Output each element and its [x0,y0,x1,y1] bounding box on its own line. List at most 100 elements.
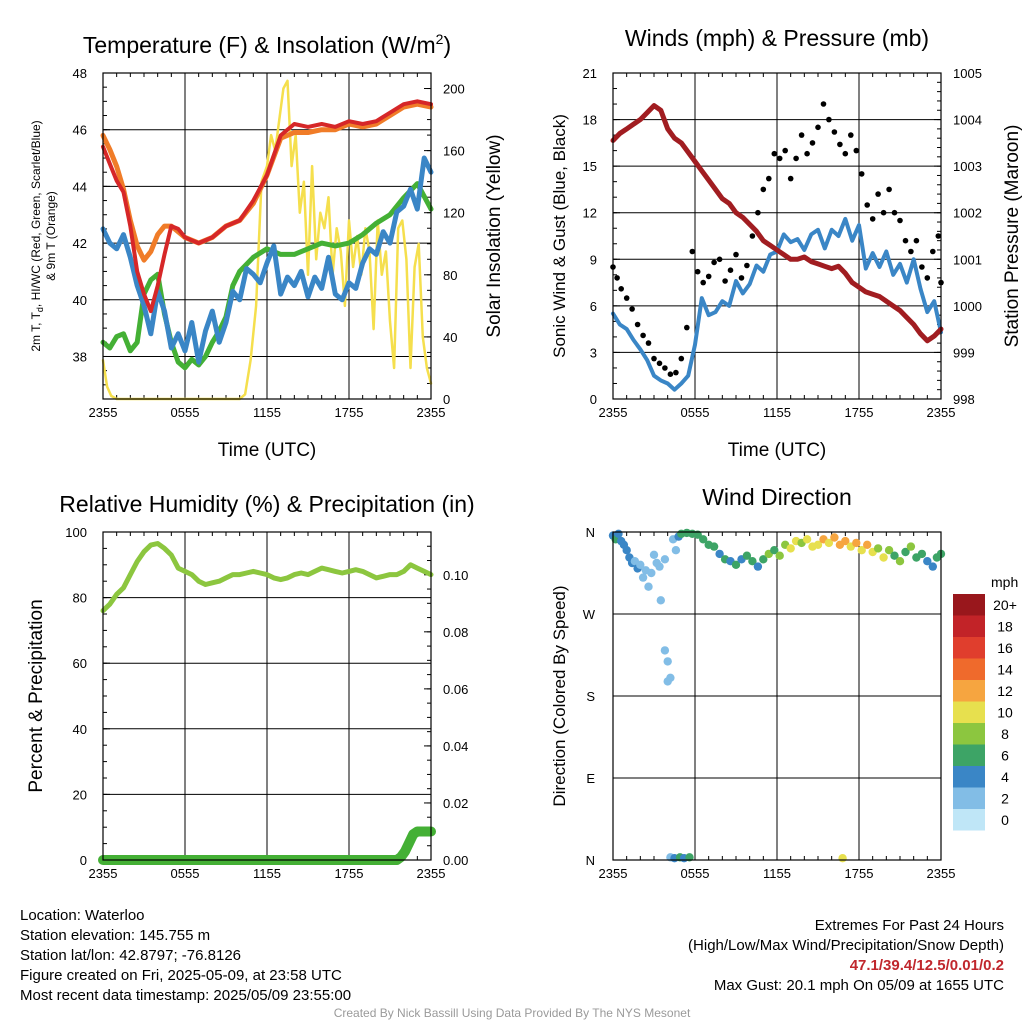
y-tick-label: 0 [80,853,87,868]
y2-tick-label: 160 [443,144,465,159]
plot-frame [612,531,942,861]
direction-point [901,547,910,557]
direction-point [857,546,866,555]
y2-tick-label: 0.08 [443,625,468,640]
gust-point [826,116,832,123]
y2-tick-label: 0.02 [443,796,468,811]
y-tick-label: 0 [590,392,597,407]
gust-point [760,186,767,193]
legend-label: 20+ [993,597,1017,613]
x-tick-label: 1755 [335,866,364,881]
gust-point [842,150,849,157]
direction-point [638,573,648,582]
extremes-values: 47.1/39.4/12.5/0.01/0.2 [849,957,1004,974]
gust-point [935,233,942,239]
gust-point [684,324,690,331]
x-tick-label: 2355 [89,866,118,881]
direction-point [647,568,656,578]
y2-tick-label: 999 [953,345,975,360]
chart-title: Winds (mph) & Pressure (mb) [625,25,929,51]
gust-point [869,216,876,222]
direction-point [622,546,631,555]
y2-tick-label: 1002 [953,206,982,221]
gust-point [782,147,788,154]
gust-point [722,278,728,284]
direction-point [636,560,645,569]
gust-point [656,360,663,367]
direction-point [759,555,768,564]
direction-point [928,562,937,571]
gust-point [667,371,674,378]
direction-point [663,677,672,686]
gust-point [919,264,925,270]
legend-label: 12 [997,683,1013,699]
direction-point [753,562,763,571]
direction-point [917,549,927,559]
y2-tick-label: 1000 [953,299,982,314]
y2-tick-label: 80 [443,268,457,283]
x-tick-label: 2355 [417,866,446,881]
gust-point [848,132,854,138]
direction-point [873,544,883,553]
y2-tick-label: 0.00 [443,853,468,868]
direction-point [660,555,670,564]
y-tick-label: 3 [590,345,597,360]
gust-point [815,124,821,131]
credit-line: Created By Nick Bassill Using Data Provi… [333,1006,691,1020]
gust-point [651,355,657,362]
y-tick-label: 21 [583,66,597,81]
gust-point [897,217,903,224]
y2-tick-label: 1001 [953,252,982,267]
gust-point [776,155,783,162]
y-axis-label-line2: & 9m T (Orange) [44,191,58,281]
y-tick-label: 15 [583,159,597,174]
legend-label: 0 [1001,812,1009,828]
gust-point [749,233,756,239]
x-tick-label: 2355 [599,866,628,881]
y2-axis-label: Solar Insolation (Yellow) [484,134,505,337]
y-tick-label: E [586,771,595,786]
plot-frame [102,531,432,861]
direction-point [895,557,905,566]
x-tick-label: 1155 [763,866,791,881]
legend-label: 2 [1001,790,1009,806]
y-tick-label: 44 [73,179,87,194]
x-tick-label: 0555 [171,405,200,420]
direction-point [906,542,916,551]
gust-point [793,155,799,162]
gust-point [831,129,838,135]
plot-frame [612,72,942,400]
y-tick-label: 60 [73,656,87,671]
temperature-panel: 2355 0555 1155 1755 2355 Temperature (F) & In… [29,31,505,461]
legend-swatch [953,658,985,680]
direction-point [742,551,752,560]
legend-label: 16 [997,640,1013,656]
gust-point [700,279,706,286]
legend-swatch [953,637,985,659]
y-tick-label: 40 [73,293,87,308]
legend-swatch [953,744,985,766]
y2-tick-label: 0.04 [443,739,468,754]
gust-point [629,306,635,312]
legend-swatch [953,594,985,616]
direction-point [824,538,834,548]
x-tick-label: 2355 [417,405,446,420]
direction-point [731,560,741,569]
station-info: Location: Waterloo Station elevation: 14… [20,906,351,1006]
gust-point [864,202,870,208]
y2-tick-label: 998 [953,392,975,407]
y-axis-label: Direction (Colored By Speed) [550,585,569,806]
gust-point [727,267,734,274]
legend-title: mph [991,574,1018,590]
y-tick-label: W [583,607,596,622]
gust-point [711,259,717,266]
gust-point [886,186,892,193]
direction-point [802,535,812,544]
plot-frame [102,72,432,400]
legend-swatch [953,701,985,723]
x-tick-label: 2355 [89,405,118,420]
direction-point [748,557,757,566]
direction-point [863,540,872,549]
y-tick-label: 100 [65,525,87,540]
gust-point [733,251,739,258]
